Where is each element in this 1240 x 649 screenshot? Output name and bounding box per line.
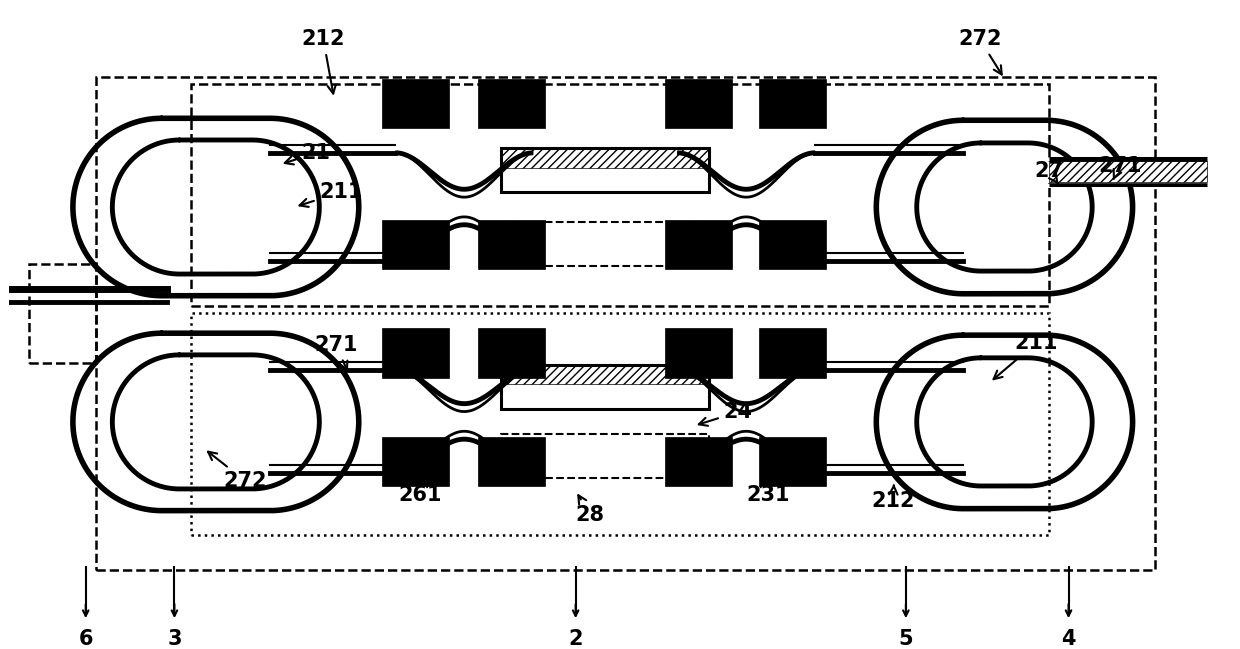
Text: 21: 21: [285, 143, 331, 164]
Bar: [666, 437, 733, 486]
Bar: [759, 79, 826, 128]
Bar: [479, 220, 546, 269]
Bar: [501, 148, 709, 192]
Bar: [479, 79, 546, 128]
Text: 272: 272: [959, 29, 1002, 75]
Text: 271: 271: [315, 335, 358, 370]
Bar: [666, 79, 733, 128]
Text: 231: 231: [746, 478, 790, 505]
Text: 272: 272: [208, 452, 267, 491]
Bar: [501, 148, 709, 167]
Text: 28: 28: [575, 495, 605, 524]
Text: 27: 27: [1034, 160, 1063, 184]
Bar: [382, 437, 449, 486]
Bar: [95, 77, 1156, 570]
Text: 261: 261: [398, 478, 441, 505]
Text: 6: 6: [78, 629, 93, 649]
Bar: [382, 220, 449, 269]
Bar: [29, 264, 95, 363]
Bar: [191, 84, 1049, 306]
Text: 24: 24: [699, 402, 753, 426]
Text: 211: 211: [993, 333, 1058, 379]
Bar: [666, 220, 733, 269]
Text: 212: 212: [872, 485, 915, 511]
Bar: [382, 79, 449, 128]
Text: 2: 2: [568, 629, 583, 649]
Bar: [382, 328, 449, 378]
Bar: [501, 365, 709, 384]
Bar: [501, 434, 709, 478]
Bar: [479, 328, 546, 378]
Text: 3: 3: [167, 629, 182, 649]
Text: 212: 212: [301, 29, 345, 93]
Text: 4: 4: [1061, 629, 1076, 649]
Bar: [501, 222, 709, 266]
Bar: [501, 365, 709, 409]
Text: 211: 211: [300, 182, 363, 207]
Bar: [666, 328, 733, 378]
Bar: [1049, 161, 1207, 182]
Bar: [759, 437, 826, 486]
Bar: [479, 437, 546, 486]
Text: 5: 5: [899, 629, 913, 649]
Text: 271: 271: [1099, 156, 1142, 179]
Bar: [759, 328, 826, 378]
Bar: [759, 220, 826, 269]
Bar: [191, 313, 1049, 535]
